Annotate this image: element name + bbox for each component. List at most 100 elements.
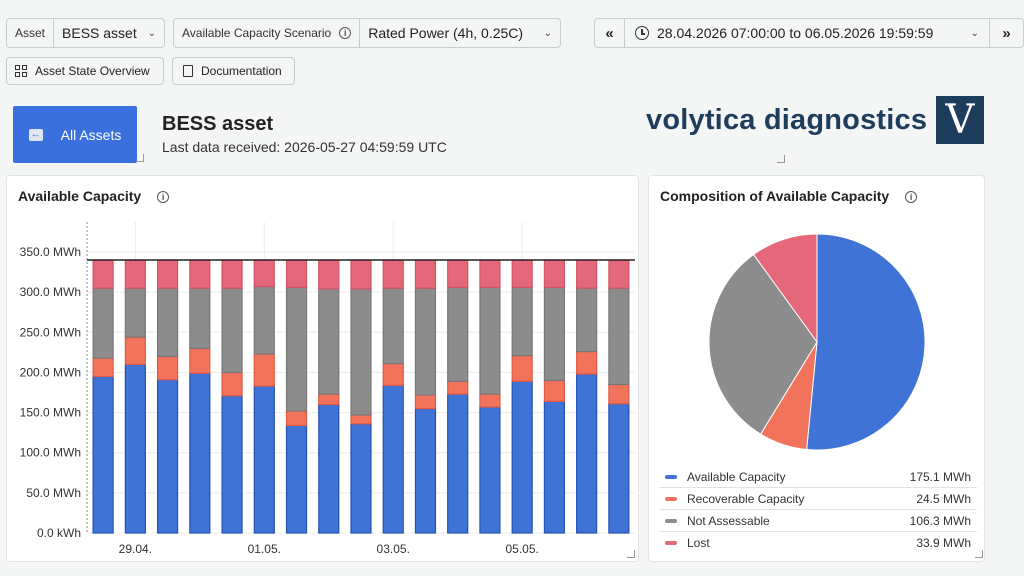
bar-segment-recoverable	[543, 379, 566, 402]
legend-label: Not Assessable	[687, 513, 770, 528]
bar-segment-recoverable	[285, 410, 308, 427]
bar-segment-recoverable	[511, 354, 533, 382]
last-data-text: Last data received: 2026-05-27 04:59:59 …	[162, 139, 447, 155]
bar-segment-available	[253, 385, 275, 534]
info-icon[interactable]: i	[905, 191, 918, 203]
legend-value: 175.1 MWh	[909, 469, 971, 484]
pie-slice-lost[interactable]	[752, 233, 818, 344]
bar-segment-lost	[156, 259, 179, 289]
bar-segment-available	[285, 424, 308, 534]
bar-segment-recoverable	[253, 353, 275, 387]
clock-icon	[635, 26, 649, 40]
bar-segment-not_assessable	[156, 287, 179, 357]
bar-segment-available	[543, 400, 566, 534]
bar-segment-not_assessable	[414, 287, 437, 396]
bar-segment-lost	[253, 259, 275, 288]
back-arrow-icon: ←	[28, 128, 43, 141]
grid-icon	[15, 65, 27, 77]
time-range-value[interactable]: 28.04.2026 07:00:00 to 06.05.2026 19:59:…	[657, 25, 934, 41]
legend-row-recoverable[interactable]: Recoverable Capacity 24.5 MWh	[659, 488, 977, 510]
x-tick-label: 29.04.	[119, 542, 152, 556]
info-icon[interactable]: i	[157, 191, 170, 203]
bar-segment-not_assessable	[124, 287, 146, 338]
bar-segment-recoverable	[382, 362, 404, 386]
resize-handle[interactable]	[777, 155, 785, 163]
bar-segment-recoverable	[92, 357, 114, 378]
bar-segment-lost	[124, 259, 146, 289]
bar-segment-lost	[285, 259, 308, 288]
bar-segment-available	[414, 407, 437, 534]
bar-segment-recoverable	[576, 350, 598, 375]
x-tick-label: 05.05.	[505, 542, 538, 556]
x-tick-label: 01.05.	[248, 542, 281, 556]
asset-state-overview-button[interactable]: Asset State Overview	[6, 57, 164, 85]
bar-segment-not_assessable	[382, 287, 404, 365]
legend-row-lost[interactable]: Lost 33.9 MWh	[659, 532, 977, 554]
documentation-label: Documentation	[201, 64, 282, 78]
bar-segment-lost	[543, 259, 566, 288]
brand-mark: V	[936, 96, 984, 144]
chevron-down-icon: ⌄	[147, 27, 156, 39]
resize-handle[interactable]	[627, 550, 635, 558]
x-tick-label: 03.05.	[377, 542, 410, 556]
bar-segment-lost	[511, 259, 533, 288]
legend-label: Lost	[687, 536, 710, 550]
composition-pie-chart	[708, 233, 926, 451]
bar-segment-recoverable	[414, 394, 437, 410]
bar-segment-not_assessable	[92, 287, 114, 359]
all-assets-button[interactable]: ← All Assets	[13, 106, 137, 163]
bar-segment-lost	[350, 259, 372, 290]
y-tick-label: 300.0 MWh	[20, 285, 81, 299]
bar-segment-lost	[318, 259, 340, 290]
bar-segment-available	[221, 395, 243, 534]
legend-value: 33.9 MWh	[916, 536, 971, 550]
bar-segment-lost	[479, 259, 501, 288]
time-range-control[interactable]: « 28.04.2026 07:00:00 to 06.05.2026 19:5…	[594, 18, 1024, 48]
legend-swatch	[665, 496, 677, 501]
legend-value: 106.3 MWh	[909, 513, 971, 528]
bar-segment-not_assessable	[447, 286, 469, 382]
y-tick-label: 250.0 MWh	[20, 325, 81, 339]
available-capacity-panel: Available Capacity i 0.0 kWh 50.0 MWh 100.…	[6, 175, 639, 562]
bar-segment-available	[189, 372, 211, 534]
bar-segment-lost	[576, 259, 598, 289]
legend-row-available[interactable]: Available Capacity 175.1 MWh	[659, 466, 977, 488]
bar-segment-not_assessable	[221, 287, 243, 374]
bar-segment-not_assessable	[318, 288, 340, 395]
scenario-selector[interactable]: Available Capacity Scenario i Rated Powe…	[173, 18, 561, 48]
asset-selector[interactable]: Asset BESS asset ⌄	[6, 18, 165, 48]
bar-segment-lost	[92, 259, 114, 289]
bar-segment-recoverable	[221, 371, 243, 397]
bar-segment-available	[382, 384, 404, 534]
y-tick-label: 200.0 MWh	[20, 365, 81, 379]
bar-segment-lost	[608, 259, 630, 289]
composition-panel: Composition of Available Capacity i Avai…	[648, 175, 985, 562]
legend-swatch	[665, 518, 677, 523]
page-title: BESS asset	[162, 113, 274, 135]
pie-slice-not-assessable[interactable]	[708, 253, 818, 435]
bar-segment-not_assessable	[608, 287, 630, 386]
bar-segment-available	[576, 373, 598, 534]
bar-segment-not_assessable	[543, 286, 566, 382]
resize-handle[interactable]	[975, 550, 983, 558]
bar-segment-lost	[221, 259, 243, 289]
bar-segment-available	[511, 380, 533, 534]
bar-segment-lost	[414, 259, 437, 289]
info-icon[interactable]: i	[339, 27, 352, 39]
resize-handle[interactable]	[136, 154, 144, 162]
y-tick-label: 350.0 MWh	[20, 245, 81, 259]
bar-segment-not_assessable	[576, 287, 598, 353]
available-capacity-chart: 0.0 kWh 50.0 MWh 100.0 MWh 150.0 MWh 200.0 M…	[20, 222, 635, 556]
pie-slice-available-capacity[interactable]	[806, 233, 926, 451]
prev-range-button[interactable]: «	[595, 19, 625, 47]
bar-segment-not_assessable	[253, 285, 275, 355]
legend-swatch	[665, 541, 677, 545]
y-tick-label: 0.0 kWh	[37, 526, 81, 540]
legend-label: Recoverable Capacity	[687, 491, 805, 506]
legend-value: 24.5 MWh	[916, 491, 971, 506]
legend-row-not-assessable[interactable]: Not Assessable 106.3 MWh	[659, 510, 977, 532]
documentation-button[interactable]: Documentation	[172, 57, 295, 85]
bar-segment-recoverable	[189, 347, 211, 374]
next-range-button[interactable]: »	[989, 19, 1023, 47]
asset-state-overview-label: Asset State Overview	[35, 64, 150, 78]
